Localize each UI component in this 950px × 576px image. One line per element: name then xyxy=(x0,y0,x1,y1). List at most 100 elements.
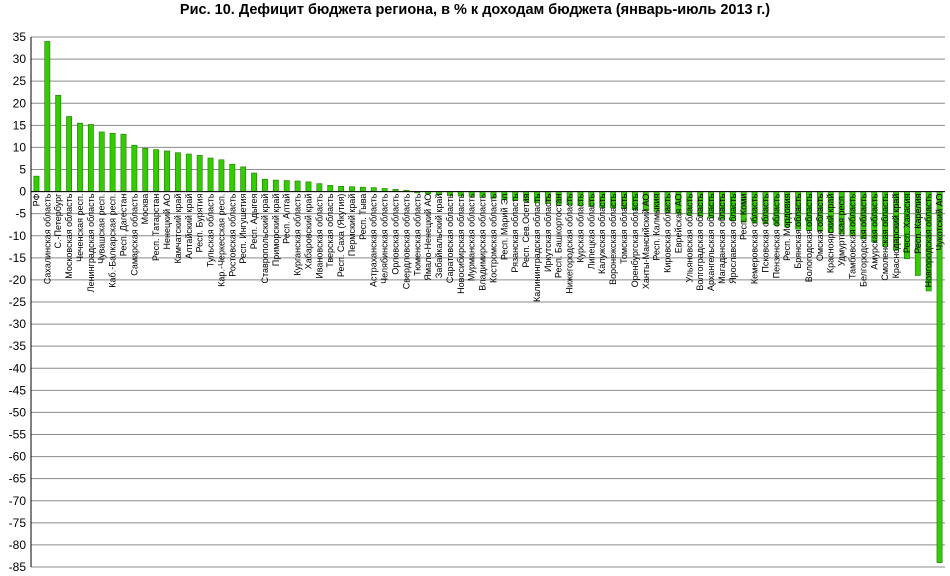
chart-title: Рис. 10. Дефицит бюджета региона, в % к … xyxy=(179,2,771,18)
y-tick-label: -5 xyxy=(15,207,26,221)
category-label: Калужская область xyxy=(597,193,607,274)
category-label: Каб.-Балкарская респ. xyxy=(108,194,118,288)
bar xyxy=(240,166,247,192)
category-label: Архангельская область xyxy=(706,193,716,291)
y-tick-label: -65 xyxy=(9,472,27,486)
bar xyxy=(338,185,345,192)
category-label: Чеченская респ. xyxy=(75,194,85,262)
bar xyxy=(153,149,160,192)
bar xyxy=(207,157,214,192)
category-label: Москва xyxy=(140,194,150,225)
category-label: Респ. Ингушетия xyxy=(238,193,248,263)
category-label: Мурманская область xyxy=(467,193,477,281)
bar xyxy=(229,163,236,192)
category-label: Волгоградская область xyxy=(695,193,705,290)
category-label: Респ. Коми xyxy=(739,194,749,240)
category-label: Еврейская АО xyxy=(673,194,683,254)
category-label: Оренбургская область xyxy=(630,193,640,287)
bar xyxy=(66,116,72,192)
category-label: РФ xyxy=(31,193,41,206)
category-label: Брянская область xyxy=(793,193,803,268)
category-label: Кировская область xyxy=(663,193,673,273)
category-label: Ульяновская область xyxy=(684,193,694,282)
category-label: Тверская область xyxy=(325,193,335,267)
category-label: Респ. Алтай xyxy=(282,194,292,244)
category-label: Вологодская область xyxy=(804,193,814,282)
y-tick-label: 10 xyxy=(13,140,27,154)
bar xyxy=(164,150,170,192)
y-tick-label: -50 xyxy=(9,405,27,419)
category-label: Свердловская область xyxy=(401,193,411,289)
bar xyxy=(327,185,334,192)
bar xyxy=(370,187,377,192)
bar xyxy=(174,152,181,192)
y-tick-label: -45 xyxy=(9,383,27,397)
bar xyxy=(305,181,312,192)
category-label: Респ. Сев.Осетия xyxy=(521,193,531,267)
category-label: Ленинградская область xyxy=(86,193,96,292)
category-label: Респ. Дагестан xyxy=(118,194,128,257)
category-label: Воронежская область xyxy=(608,193,618,285)
y-tick-label: 35 xyxy=(13,30,27,44)
category-label: Красноярский край xyxy=(826,194,836,274)
bar xyxy=(185,153,192,192)
category-label: Респ. Хакасия xyxy=(902,193,912,253)
bar xyxy=(251,172,257,192)
category-label: Тамбовская область xyxy=(848,193,858,279)
bar xyxy=(272,179,279,192)
y-tick-label: 20 xyxy=(13,96,27,110)
category-label: Псковская область xyxy=(760,193,770,272)
y-tick-label: -40 xyxy=(9,361,27,375)
y-tick-label: 5 xyxy=(19,163,26,177)
category-label: Ивановская область xyxy=(314,193,324,278)
category-label: Курская область xyxy=(575,193,585,262)
category-label: Ярославская область xyxy=(728,193,738,284)
y-tick-label: 15 xyxy=(13,118,27,132)
category-label: Белгородская область xyxy=(858,193,868,287)
category-label: Респ. Калмыкия xyxy=(652,193,662,260)
y-tick-label: 25 xyxy=(13,74,27,88)
category-label: Пензенская область xyxy=(771,193,781,278)
axes xyxy=(30,37,945,567)
category-labels: РФ Сахалинская область С.-Петербург Московс… xyxy=(31,193,944,302)
y-tick-label: -25 xyxy=(9,295,27,309)
y-tick-label: -60 xyxy=(9,450,27,464)
category-label: Курганская область xyxy=(293,193,303,275)
y-tick-label: -85 xyxy=(9,560,27,574)
category-label: Иркутская область xyxy=(543,193,553,272)
bar xyxy=(262,178,268,192)
bar xyxy=(196,155,203,192)
bar xyxy=(98,131,105,192)
category-label: Респ. Мордовия xyxy=(782,193,792,260)
y-tick-label: 0 xyxy=(19,185,26,199)
category-label: Респ. Адыгея xyxy=(249,193,259,249)
category-label: Ханты-Мансийский АО xyxy=(641,194,651,289)
category-label: Владимирская область xyxy=(478,193,488,290)
category-label: Ставропольский край xyxy=(260,194,270,284)
category-label: Краснодарский край xyxy=(891,194,901,279)
bar xyxy=(294,180,301,192)
category-label: Астраханская область xyxy=(369,193,379,287)
category-label: Новосибирская область xyxy=(456,193,466,294)
y-tick-label: -55 xyxy=(9,428,27,442)
category-label: Новгородская область xyxy=(924,193,934,287)
category-label: Кар.-Черкесская респ. xyxy=(216,194,226,287)
y-tick-label: -80 xyxy=(9,538,27,552)
y-tick-labels: 35 30 25 20 15 10 5 0 -5 -10 -15 -20 -25 -30 -35 -40 -45… xyxy=(9,30,27,574)
category-label: Пермский край xyxy=(347,194,357,257)
y-tick-label: -30 xyxy=(9,317,27,331)
category-label: Самарская область xyxy=(129,193,139,275)
bar xyxy=(109,132,116,192)
category-label: Чувашская респ. xyxy=(97,194,107,264)
category-label: Сахалинская область xyxy=(42,193,52,284)
category-label: Алтайский край xyxy=(184,194,194,259)
category-label: Хабаровский край xyxy=(303,194,313,270)
category-label: Нижегородская область xyxy=(565,193,575,293)
bar xyxy=(142,148,149,192)
bar xyxy=(349,186,355,192)
category-label: Ямало-Ненецкий АО xyxy=(423,194,433,281)
y-tick-label: -10 xyxy=(9,229,27,243)
category-label: Орловская область xyxy=(391,193,401,274)
category-label: Томская область xyxy=(619,193,629,264)
